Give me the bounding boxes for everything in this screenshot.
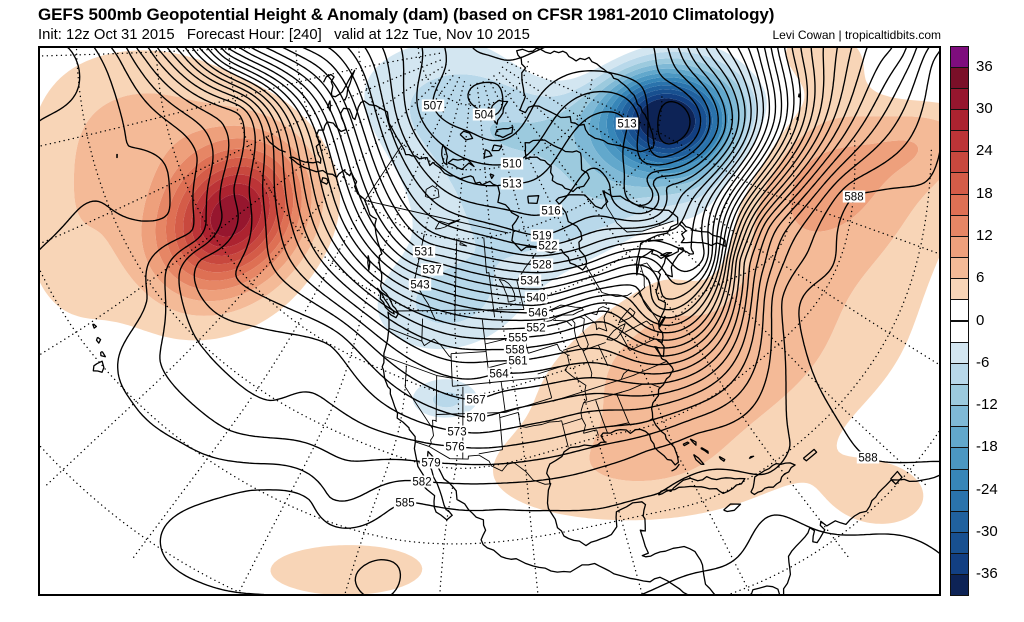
svg-text:531: 531 (414, 246, 433, 258)
svg-text:558: 558 (505, 344, 524, 356)
svg-text:579: 579 (421, 457, 440, 469)
svg-text:546: 546 (528, 307, 547, 319)
svg-text:528: 528 (532, 259, 551, 271)
svg-text:588: 588 (844, 191, 863, 203)
svg-text:561: 561 (508, 355, 527, 367)
svg-text:567: 567 (466, 394, 485, 406)
svg-text:540: 540 (526, 292, 545, 304)
svg-text:516: 516 (541, 205, 560, 217)
svg-text:582: 582 (412, 476, 431, 488)
svg-text:564: 564 (489, 368, 509, 380)
svg-text:576: 576 (445, 441, 464, 453)
svg-text:504: 504 (474, 109, 494, 121)
svg-text:522: 522 (538, 240, 557, 252)
svg-text:585: 585 (395, 497, 414, 509)
svg-text:552: 552 (526, 322, 545, 334)
svg-text:513: 513 (617, 118, 636, 130)
svg-text:588: 588 (858, 452, 877, 464)
svg-text:507: 507 (423, 100, 442, 112)
svg-text:534: 534 (520, 275, 540, 287)
svg-text:555: 555 (508, 332, 527, 344)
svg-text:510: 510 (502, 158, 521, 170)
svg-text:543: 543 (410, 279, 429, 291)
svg-text:537: 537 (422, 264, 441, 276)
svg-text:513: 513 (502, 178, 521, 190)
svg-text:573: 573 (447, 426, 466, 438)
svg-text:570: 570 (466, 412, 485, 424)
